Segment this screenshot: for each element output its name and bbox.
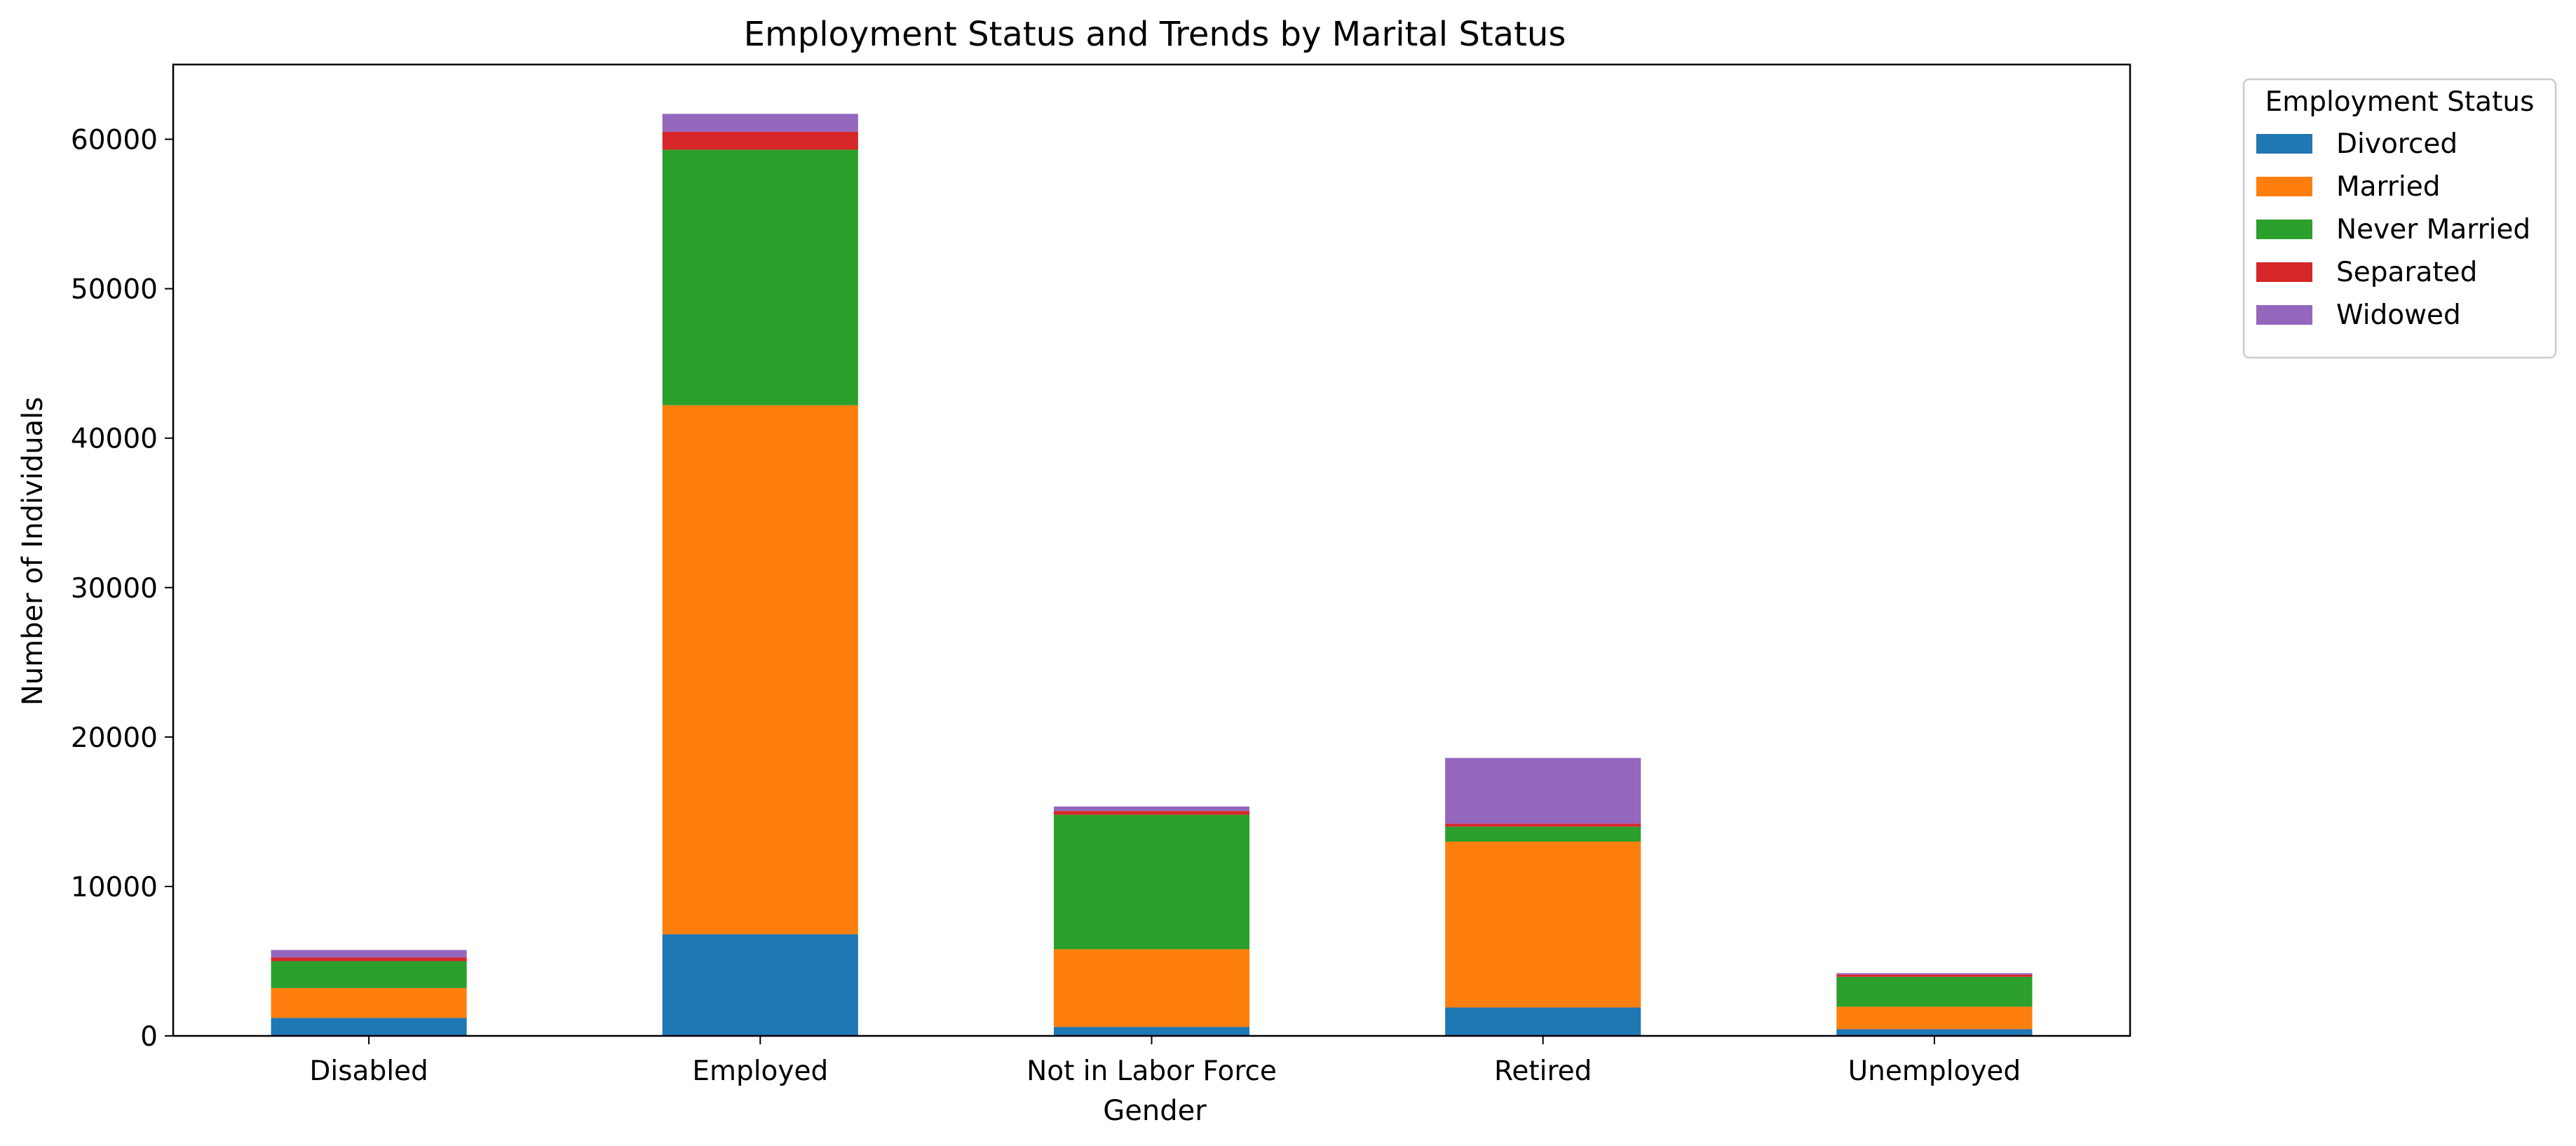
legend-label-widowed: Widowed [2336,299,2461,331]
bar-widowed-employed [662,114,858,132]
legend-swatch-married [2256,177,2312,196]
legend-swatch-widowed [2256,305,2312,325]
bar-separated-retired [1445,823,1641,827]
bar-married-employed [662,405,858,935]
bar-married-unemployed [1836,1006,2033,1030]
bar-divorced-not-in-labor-force [1053,1027,1250,1036]
bar-widowed-not-in-labor-force [1053,806,1250,811]
legend-title: Employment Status [2265,86,2535,118]
legend-frame [2242,78,2557,359]
bar-divorced-retired [1445,1007,1641,1036]
bar-never-married-disabled [271,961,467,988]
legend: Employment Status Divorced Married Never Ma… [2242,78,2557,359]
bar-widowed-disabled [271,950,467,958]
legend-swatch-never-married [2256,220,2312,239]
bar-never-married-retired [1445,826,1641,842]
x-axis-label: Gender [1103,1095,1207,1127]
y-tick-label: 30000 [71,573,158,605]
x-tick-label: Unemployed [1848,1056,2021,1087]
legend-swatch-separated [2256,262,2312,282]
legend-swatch-divorced [2256,134,2312,154]
plot-area: Disabled Employed Not in Labor Force Retire… [71,63,2131,1087]
bar-widowed-retired [1445,757,1641,824]
bar-separated-disabled [271,957,467,962]
y-tick-label: 60000 [71,125,158,156]
bar-separated-not-in-labor-force [1053,811,1250,815]
x-tick-label: Disabled [309,1056,428,1087]
legend-label-married: Married [2336,171,2441,203]
bar-never-married-employed [662,149,858,405]
bar-divorced-employed [662,934,858,1036]
legend-label-separated: Separated [2336,257,2477,288]
bar-widowed-unemployed [1836,973,2033,975]
bar-never-married-unemployed [1836,976,2033,1007]
y-tick-label: 40000 [71,424,158,455]
bar-divorced-unemployed [1836,1029,2033,1036]
legend-label-never-married: Never Married [2336,214,2530,245]
y-tick-label: 50000 [71,274,158,306]
bar-divorced-disabled [271,1018,467,1036]
x-tick-label: Retired [1494,1056,1592,1087]
y-tick-label: 10000 [71,872,158,903]
y-axis-label: Number of Individuals [17,397,49,706]
bar-married-retired [1445,842,1641,1008]
plot-frame [172,63,2131,1037]
x-tick-label: Not in Labor Force [1026,1056,1277,1087]
bar-married-not-in-labor-force [1053,949,1250,1027]
legend-label-divorced: Divorced [2336,128,2458,160]
x-tick-label: Employed [692,1056,828,1087]
y-tick-label: 20000 [71,722,158,754]
chart-title: Employment Status and Trends by Marital … [744,15,1566,54]
bar-never-married-not-in-labor-force [1053,814,1250,950]
y-tick-label: 0 [140,1021,158,1053]
bar-separated-unemployed [1836,974,2033,977]
bar-separated-employed [662,131,858,150]
bar-married-disabled [271,987,467,1018]
